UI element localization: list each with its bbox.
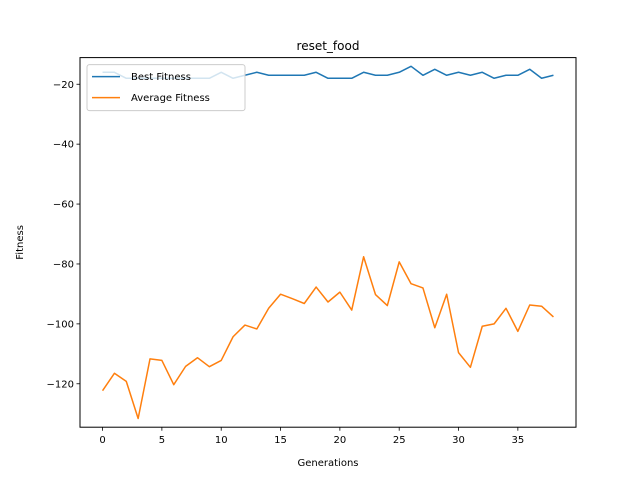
x-axis-label: Generations [298,458,359,469]
y-tick-label: −60 [53,200,74,211]
series-line-1 [101,256,554,420]
x-tick-label: 10 [215,435,228,446]
y-tick-label: −40 [53,140,74,151]
legend-label: Average Fitness [131,93,210,104]
y-tick-label: −80 [53,259,74,270]
chart-title: reset_food [297,39,360,53]
x-tick-label: 15 [274,435,287,446]
x-tick-label: 5 [159,435,165,446]
x-tick-label: 30 [452,435,465,446]
legend-box [86,64,246,112]
x-tick-label: 20 [333,435,346,446]
x-tick-label: 25 [393,435,406,446]
y-tick-label: −120 [47,379,74,390]
x-tick-label: 0 [99,435,105,446]
y-axis-label: Fitness [15,225,26,260]
x-tick-label: 35 [511,435,524,446]
y-tick-label: −20 [53,80,74,91]
legend-label: Best Fitness [131,72,191,83]
y-tick-label: −100 [47,319,74,330]
plot-frame [79,57,577,428]
